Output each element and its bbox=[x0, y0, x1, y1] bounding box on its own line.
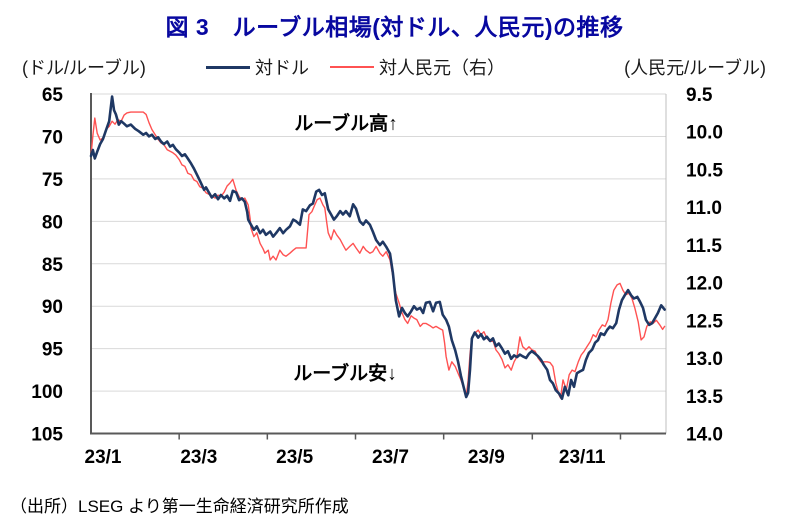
cny-line bbox=[90, 111, 666, 399]
right-axis-tick-label: 12.0 bbox=[686, 274, 723, 295]
left-axis-tick-label: 70 bbox=[42, 127, 63, 148]
legend-item-cny: 対人民元（右） bbox=[330, 54, 505, 80]
chart-title: 図 3 ルーブル相場(対ドル、人民元)の推移 bbox=[165, 14, 624, 40]
left-axis-tick-label: 105 bbox=[31, 425, 63, 446]
right-axis-tick-label: 13.5 bbox=[686, 387, 723, 408]
right-axis-tick-label: 12.5 bbox=[686, 311, 723, 332]
right-axis-tick-label: 10.0 bbox=[686, 123, 723, 144]
x-axis-tick-label: 23/1 bbox=[85, 447, 122, 468]
left-axis-tick-label: 75 bbox=[42, 170, 64, 191]
x-axis-tick-label: 23/11 bbox=[559, 447, 606, 468]
x-axis-tick-label: 23/7 bbox=[372, 447, 409, 468]
left-axis-tick-label: 90 bbox=[42, 297, 63, 318]
right-axis-tick-label: 11.0 bbox=[686, 198, 722, 219]
x-axis-tick-label: 23/3 bbox=[180, 447, 217, 468]
x-axis-tick-label: 23/9 bbox=[468, 447, 505, 468]
legend-cny-label: 対人民元（右） bbox=[379, 58, 505, 78]
usd-line-swatch bbox=[206, 65, 250, 69]
left-axis-unit-label: (ドル/ルーブル) bbox=[22, 58, 146, 78]
left-axis-tick-label: 65 bbox=[42, 85, 64, 106]
x-axis-tick-label: 23/5 bbox=[276, 447, 313, 468]
right-axis-tick-label: 13.0 bbox=[686, 349, 723, 370]
right-axis-unit-label: (人民元/ルーブル) bbox=[624, 58, 766, 78]
left-axis-tick-label: 85 bbox=[42, 255, 64, 276]
legend-usd-label: 対ドル bbox=[255, 58, 309, 78]
legend-row: (ドル/ルーブル) 対ドル 対人民元（右） (人民元/ルーブル) bbox=[0, 53, 789, 79]
right-axis-tick-label: 9.5 bbox=[686, 85, 713, 106]
left-axis-tick-label: 80 bbox=[42, 212, 63, 233]
source-note: （出所）LSEG より第一生命経済研究所作成 bbox=[10, 497, 349, 516]
usd-line bbox=[89, 95, 666, 401]
annotation-ruble-high: ルーブル高↑ bbox=[294, 113, 398, 135]
right-axis-tick-label: 10.5 bbox=[686, 160, 723, 181]
left-axis-tick-label: 95 bbox=[42, 340, 64, 361]
annotation-ruble-low: ルーブル安↓ bbox=[293, 363, 397, 385]
left-axis-tick-label: 100 bbox=[31, 382, 63, 403]
legend-item-usd: 対ドル bbox=[206, 54, 309, 80]
right-axis-tick-label: 14.0 bbox=[686, 425, 723, 446]
right-axis-tick-label: 11.5 bbox=[686, 236, 722, 257]
cny-line-swatch bbox=[330, 66, 374, 68]
